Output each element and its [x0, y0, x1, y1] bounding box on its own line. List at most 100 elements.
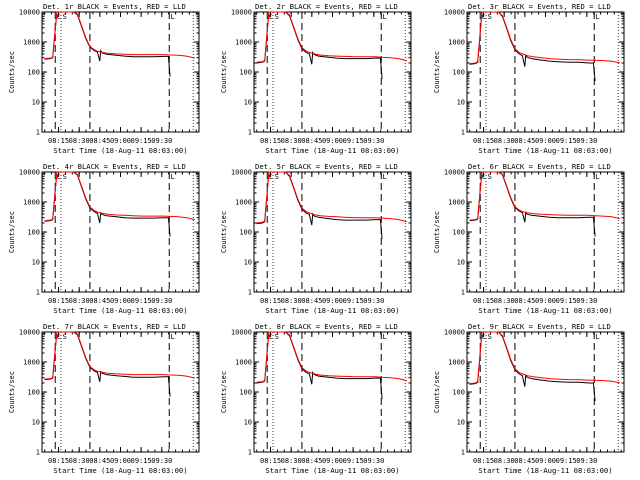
y-tick-label: 1	[248, 289, 252, 297]
annotation-label: S	[275, 333, 279, 341]
x-tick-label: 09:00	[535, 137, 556, 145]
x-tick-label: 09:00	[535, 297, 556, 305]
y-tick-label: 100	[452, 229, 465, 237]
x-tick-label: 09:30	[363, 137, 384, 145]
x-tick-label: 09:30	[363, 297, 384, 305]
y-tick-label: 10000	[19, 329, 40, 337]
y-tick-label: 10000	[231, 329, 252, 337]
y-axis-label: Counts/sec	[220, 51, 228, 93]
annotation-label: C	[268, 13, 272, 21]
events-series-line	[44, 171, 171, 237]
y-tick-label: 10	[32, 259, 40, 267]
x-tick-label: 08:15	[473, 297, 494, 305]
y-tick-label: 1	[248, 449, 252, 457]
y-axis-label: Counts/sec	[8, 371, 16, 413]
lld-series-line	[469, 331, 621, 385]
x-tick-label: 08:30	[494, 137, 515, 145]
x-axis-label: Start Time (18-Aug-11 08:03:00)	[265, 146, 399, 155]
y-tick-label: 1	[36, 449, 40, 457]
plot-frame	[466, 11, 625, 133]
x-tick-label: 08:30	[281, 457, 302, 465]
x-tick-label: 08:30	[69, 137, 90, 145]
events-series-line	[44, 331, 171, 397]
x-tick-label: 08:30	[281, 297, 302, 305]
x-tick-label: 09:00	[322, 297, 343, 305]
panel-title: Det. 1r BLACK = Events, RED = LLD	[43, 2, 186, 11]
detector-panel-4: Det. 4r BLACK = Events, RED = LLD 1 10 100 1…	[8, 162, 200, 315]
y-tick-label: 1000	[235, 359, 252, 367]
y-tick-label: 100	[452, 389, 465, 397]
annotation-label: L	[382, 333, 386, 341]
annotation-label: S	[275, 173, 279, 181]
x-tick-label: 09:15	[343, 297, 364, 305]
x-tick-label: 09:00	[110, 137, 131, 145]
x-tick-label: 09:15	[131, 297, 152, 305]
detector-panel-1: Det. 1r BLACK = Events, RED = LLD 1 10 100 1…	[8, 2, 200, 155]
events-series-line	[256, 11, 383, 79]
y-tick-label: 100	[27, 389, 40, 397]
y-tick-label: 1000	[235, 39, 252, 47]
y-tick-label: 1000	[235, 199, 252, 207]
y-axis-label: Counts/sec	[8, 51, 16, 93]
x-tick-label: 08:45	[514, 297, 535, 305]
annotation-label: L	[170, 333, 174, 341]
x-tick-label: 08:45	[514, 457, 535, 465]
x-axis-label: Start Time (18-Aug-11 08:03:00)	[478, 306, 612, 315]
x-tick-label: 08:15	[473, 457, 494, 465]
y-tick-label: 100	[452, 69, 465, 77]
x-tick-label: 09:15	[556, 297, 577, 305]
panel-title: Det. 7r BLACK = Events, RED = LLD	[43, 322, 186, 331]
annotation-label: L	[170, 173, 174, 181]
y-tick-label: 10000	[444, 9, 465, 17]
y-tick-label: 10	[244, 99, 252, 107]
events-series-line	[469, 331, 596, 402]
x-tick-label: 08:15	[48, 137, 69, 145]
annotation-label: S	[275, 13, 279, 21]
x-tick-label: 09:30	[151, 457, 172, 465]
events-series-line	[256, 171, 383, 239]
y-tick-label: 100	[239, 229, 252, 237]
plot-frame	[466, 171, 625, 293]
events-series-line	[44, 11, 171, 77]
events-series-line	[469, 11, 596, 82]
plot-frame	[253, 171, 412, 293]
y-tick-label: 10	[244, 419, 252, 427]
annotation-label: C	[481, 173, 485, 181]
events-series-line	[469, 171, 596, 237]
y-tick-label: 10	[457, 259, 465, 267]
panel-title: Det. 4r BLACK = Events, RED = LLD	[43, 162, 186, 171]
y-tick-label: 1000	[448, 359, 465, 367]
x-axis-label: Start Time (18-Aug-11 08:03:00)	[53, 306, 187, 315]
lld-series-line	[256, 171, 408, 224]
x-tick-label: 08:45	[89, 137, 110, 145]
panel-title: Det. 6r BLACK = Events, RED = LLD	[468, 162, 611, 171]
y-tick-label: 1	[461, 129, 465, 137]
y-tick-label: 10000	[19, 169, 40, 177]
y-tick-label: 10	[32, 99, 40, 107]
annotation-label: L	[595, 173, 599, 181]
x-axis-label: Start Time (18-Aug-11 08:03:00)	[53, 466, 187, 475]
y-tick-label: 1000	[23, 359, 40, 367]
x-tick-label: 09:00	[110, 297, 131, 305]
y-tick-label: 1	[36, 289, 40, 297]
y-tick-label: 1000	[23, 199, 40, 207]
y-tick-label: 10000	[231, 169, 252, 177]
annotation-label: S	[63, 13, 67, 21]
x-tick-label: 09:15	[556, 457, 577, 465]
annotation-label: C	[56, 173, 60, 181]
lld-series-line	[44, 171, 196, 222]
detector-panel-5: Det. 5r BLACK = Events, RED = LLD 1 10 100 1…	[220, 162, 412, 315]
x-tick-label: 08:45	[89, 457, 110, 465]
y-tick-label: 100	[27, 229, 40, 237]
x-tick-label: 09:30	[363, 457, 384, 465]
y-tick-label: 1	[461, 289, 465, 297]
x-tick-label: 08:45	[301, 137, 322, 145]
panel-title: Det. 9r BLACK = Events, RED = LLD	[468, 322, 611, 331]
detector-panel-3: Det. 3r BLACK = Events, RED = LLD 1 10 100 1…	[433, 2, 625, 155]
x-axis-label: Start Time (18-Aug-11 08:03:00)	[478, 466, 612, 475]
y-tick-label: 10	[244, 259, 252, 267]
y-tick-label: 100	[239, 389, 252, 397]
x-tick-label: 09:15	[343, 137, 364, 145]
x-tick-label: 08:15	[260, 137, 281, 145]
x-axis-label: Start Time (18-Aug-11 08:03:00)	[265, 466, 399, 475]
